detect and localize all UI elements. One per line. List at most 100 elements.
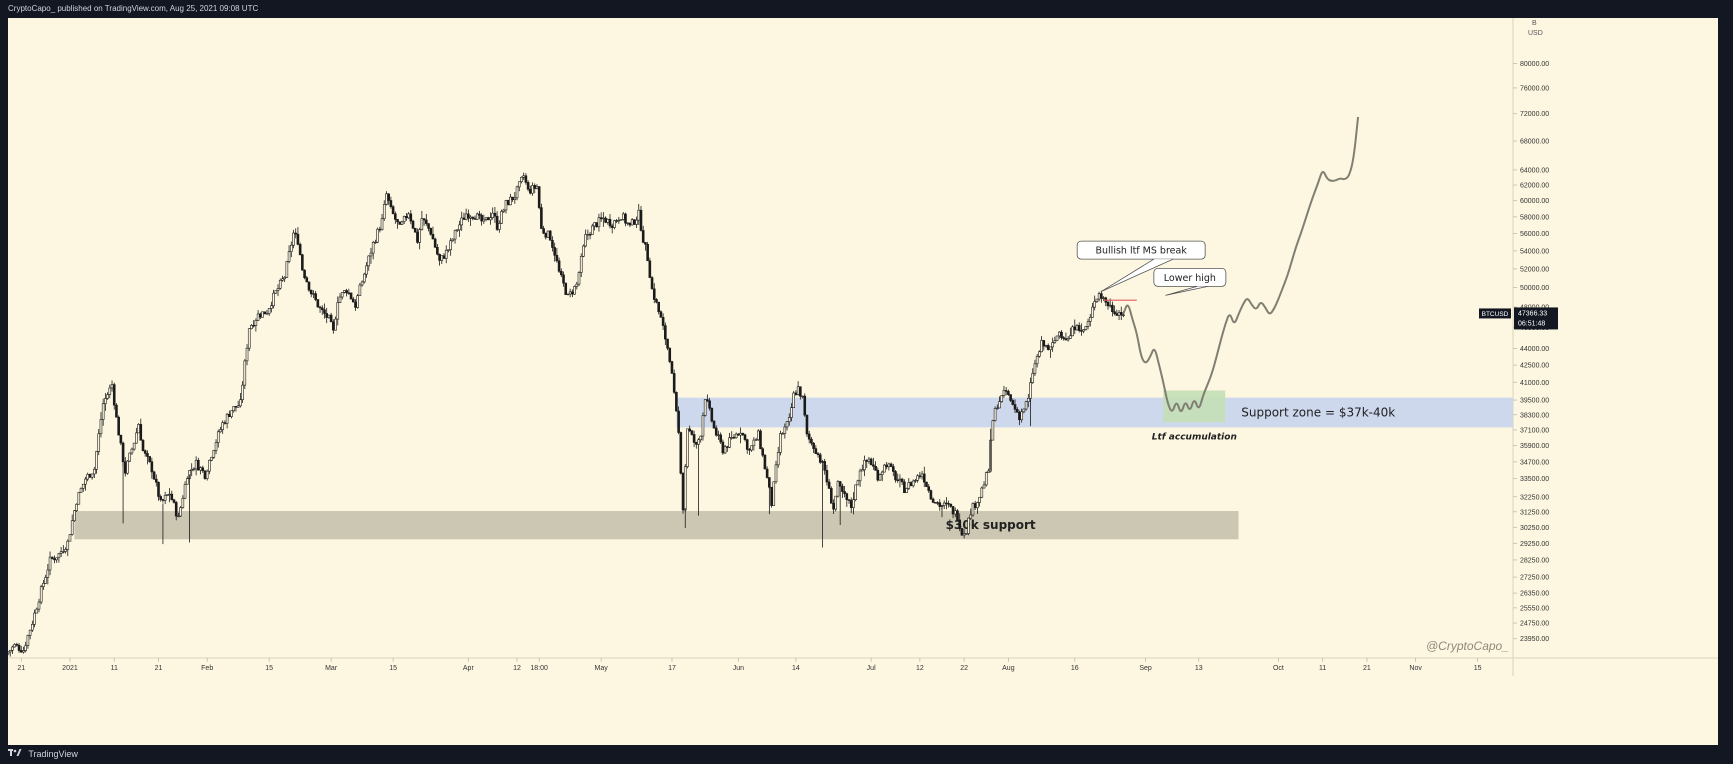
candle-body [427,223,430,229]
candle-body [425,219,428,224]
candle-body [73,510,76,522]
candle-body [1073,326,1077,331]
candle-body [351,298,355,303]
candle-body [455,229,459,231]
price-axis[interactable]: 80000.00 76000.00 72000.00 68000.00 64000.00… [1479,61,1558,643]
candle-body [967,517,970,534]
publisher-line: CryptoCapo_ published on TradingView.com… [8,4,259,13]
annotation-1[interactable]: Lower high [1153,267,1227,296]
candle-body [135,432,138,444]
candle-body [686,428,689,468]
candle-body [281,278,284,281]
candle-body [1024,401,1028,410]
candle-body [615,220,618,222]
candle-body [141,439,145,451]
candle-body [927,486,931,491]
candle-body [843,491,846,494]
candle-body [15,644,19,646]
candle-body [365,265,368,275]
candle-body [13,644,16,648]
candle-body [498,223,501,230]
candle-body [398,221,402,225]
y-tick-label: 35900.00 [1520,443,1549,450]
y-tick-label: 62000.00 [1520,183,1549,190]
candle-body [841,485,844,492]
candle-body [234,406,238,408]
candle-body [179,507,182,517]
candle-body [409,213,413,222]
candle-body [1022,408,1026,413]
candle-body [595,222,599,228]
candle-body [907,482,911,489]
annotation-0[interactable]: Bullish ltf MS break [1076,240,1206,292]
candle-body [641,230,645,243]
candle-body [39,586,43,603]
candle-body [1018,411,1021,421]
candle-body [210,456,213,461]
candle-body [799,386,802,397]
candle-body [451,238,455,242]
currency-b-label: B [1532,20,1537,27]
candle-body [214,442,218,451]
candle-body [358,284,362,296]
projection-line [1122,116,1360,413]
candle-body [790,407,793,418]
candle-body [247,328,251,349]
candle-body [166,494,169,496]
zone-2 [1163,390,1226,423]
candle-body [759,430,762,450]
candle-body [471,216,475,219]
candle-body [982,484,986,489]
candle-body [1115,313,1119,316]
candle-body [564,282,568,295]
candle-body [197,459,200,471]
candle-body [918,475,922,478]
candle-body [723,446,727,454]
candle-body [1077,325,1081,331]
candle-body [998,401,1001,409]
candle-body [354,301,357,308]
y-tick-label: 50000.00 [1520,285,1549,292]
candle-body [46,569,50,578]
candle-body [219,429,222,433]
candle-body [672,373,676,393]
annotation-text: Lower high [1164,273,1216,284]
candle-body [590,225,594,235]
candle-body [1084,326,1088,330]
candle-body [544,232,548,238]
candle-body [648,260,652,278]
candle-body [772,481,776,506]
candle-body [436,246,439,255]
candle-body [577,272,581,285]
time-axis[interactable]: 21 2021 11 21 Feb 15 Mar 15 Apr 12 18:00 May 17 Jun 14… [17,658,1482,672]
x-tick-label: 2021 [62,665,78,672]
tradingview-logo-icon [8,745,22,764]
candle-body [652,288,656,300]
candle-body [336,302,340,320]
candle-body [637,209,641,221]
candle-body [984,472,988,486]
candle-body [267,308,271,314]
candle-body [825,470,829,483]
y-tick-label: 26350.00 [1520,591,1549,598]
candle-body [183,484,187,499]
candle-body [506,200,510,206]
candle-body [119,434,123,444]
candle-body [478,213,481,216]
candle-body [953,510,957,515]
candle-body [863,459,866,471]
candle-body [856,480,860,486]
candle-body [522,175,525,178]
candle-body [154,478,158,483]
zone-0 [676,397,1513,428]
candle-body [794,392,798,395]
candle-body [232,406,236,411]
candle-body [467,213,470,219]
candle-body [752,439,756,447]
candle-body [546,230,550,238]
candle-body [568,291,572,295]
candle-body [885,464,888,468]
candle-body [741,432,745,436]
y-tick-label: 34700.00 [1520,459,1549,466]
